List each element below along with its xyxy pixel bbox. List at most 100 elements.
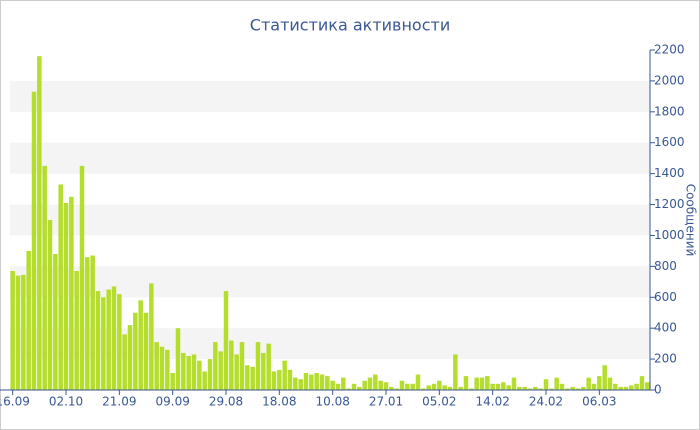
bar	[549, 388, 554, 390]
bar	[613, 383, 618, 390]
bar	[543, 379, 549, 390]
bar	[197, 360, 202, 390]
bar	[58, 184, 63, 390]
bar	[559, 383, 565, 390]
bar	[90, 255, 95, 390]
bar	[522, 386, 527, 390]
bar	[53, 254, 58, 390]
bar	[26, 250, 31, 390]
grid-band	[10, 142, 650, 174]
y-tick-label: 1400	[654, 166, 685, 180]
bar	[287, 369, 293, 390]
bar	[69, 196, 74, 390]
bar	[335, 383, 341, 390]
bar	[474, 377, 479, 390]
bar	[373, 374, 378, 390]
bar	[85, 257, 90, 390]
bar	[101, 297, 106, 390]
bar	[234, 354, 239, 390]
bar	[458, 386, 463, 390]
bar	[21, 274, 26, 390]
x-tick-label: 14.02	[475, 395, 509, 409]
bar	[218, 351, 223, 390]
bar	[95, 291, 101, 390]
y-tick-label: 1600	[654, 135, 685, 149]
bar	[42, 165, 47, 390]
bar	[127, 325, 133, 390]
bar	[165, 349, 170, 390]
bar	[15, 275, 21, 390]
bar	[394, 388, 399, 390]
bar	[298, 379, 303, 390]
bar	[213, 342, 218, 390]
bar	[138, 300, 143, 390]
bar	[319, 374, 325, 390]
bar	[181, 352, 186, 390]
bar	[490, 383, 495, 390]
y-tick-label: 1800	[654, 104, 685, 118]
x-tick-label: 21.09	[102, 395, 136, 409]
bar	[111, 286, 117, 390]
bar	[250, 366, 255, 390]
bar	[623, 386, 629, 390]
bar	[31, 91, 37, 391]
y-tick-label: 800	[654, 259, 677, 273]
bar	[469, 388, 474, 390]
y-tick-label: 1000	[654, 228, 685, 242]
bar	[421, 388, 426, 390]
bar	[325, 376, 330, 390]
bar	[346, 388, 351, 390]
bar	[106, 289, 111, 390]
bar	[437, 380, 442, 390]
bar	[586, 377, 591, 390]
grid-band	[10, 80, 650, 112]
bar	[362, 380, 367, 390]
bar	[277, 369, 282, 390]
bar	[170, 373, 175, 390]
x-tick-label: 16.09	[0, 395, 30, 409]
bar	[79, 165, 85, 390]
bar	[186, 356, 191, 390]
bar	[341, 377, 346, 390]
bar	[282, 360, 287, 390]
bar	[538, 388, 543, 390]
bar	[415, 374, 421, 390]
bar	[255, 342, 261, 390]
bar	[570, 386, 575, 390]
bar	[511, 377, 517, 390]
grid-band	[10, 328, 650, 360]
bar	[629, 385, 634, 390]
bar	[405, 383, 410, 390]
chart-title: Статистика активности	[250, 16, 450, 35]
y-axis-title: Сообщений	[684, 184, 698, 257]
bar	[634, 383, 639, 390]
bar	[117, 294, 122, 390]
bar	[495, 383, 501, 390]
bar	[122, 334, 127, 390]
bar	[357, 386, 362, 390]
bar	[63, 203, 69, 390]
bar	[351, 383, 357, 390]
x-tick-label: 02.10	[49, 395, 83, 409]
bar	[575, 388, 581, 390]
bar	[239, 342, 245, 390]
bar	[389, 386, 394, 390]
bar	[223, 291, 229, 390]
x-tick-label: 10.08	[315, 395, 349, 409]
bar	[303, 373, 309, 390]
bar	[37, 56, 42, 390]
bar	[229, 340, 234, 390]
bar	[271, 371, 277, 390]
bar	[426, 385, 431, 390]
bar	[74, 271, 79, 390]
bar	[581, 386, 586, 390]
bar	[565, 388, 570, 390]
bar	[399, 380, 405, 390]
x-tick-label: 05.02	[422, 395, 456, 409]
y-tick-label: 600	[654, 290, 677, 304]
bar	[133, 312, 138, 390]
bar	[367, 377, 373, 390]
bar	[202, 371, 207, 390]
bar	[410, 383, 415, 390]
bar	[618, 386, 623, 390]
